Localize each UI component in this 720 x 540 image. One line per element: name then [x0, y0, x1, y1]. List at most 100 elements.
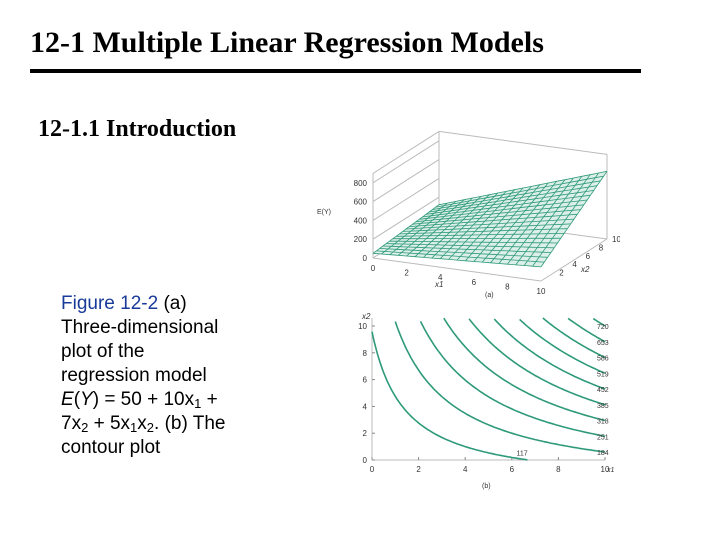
- x1-tick-label: 2: [404, 269, 409, 278]
- contour-line: [519, 318, 606, 375]
- x1-tick-label: 8: [505, 282, 510, 291]
- x-tick-label: 2: [416, 465, 421, 474]
- eq-sub-1: 1: [194, 396, 202, 411]
- surface-mesh-line: [405, 218, 575, 230]
- surface-mesh-line: [473, 184, 541, 262]
- x-tick-label: 6: [510, 465, 515, 474]
- surface-plot: 0 200 400 600 800 E(Y) 0 2 4 6 8 10 x1 2 4 6 8 10 x2 (a): [315, 125, 621, 300]
- contour-level-label: 452: [597, 387, 609, 394]
- eq-part-6: . (b) The: [154, 413, 226, 434]
- contour-line: [567, 317, 606, 343]
- x2-axis-label: x2: [580, 265, 590, 274]
- z-tick-label: 600: [354, 198, 368, 207]
- contour-plot-svg: 0 2 4 6 8 100246810x2x17206535865194523853182…: [358, 312, 615, 490]
- x1-tick-label: 6: [472, 278, 477, 287]
- x1-axis-line: [372, 257, 542, 282]
- contour-plot: 0 2 4 6 8 10 0 2 4 6 8 10 x2 x1 720 653 586 519 452 385 318 2…: [340, 300, 630, 495]
- contour-level-label: 117: [516, 451, 527, 458]
- surface-mesh-line: [422, 194, 591, 218]
- caption-line-3: regression model: [61, 365, 207, 386]
- x-tick-label: 0: [370, 465, 375, 474]
- contour-level-label: 586: [597, 356, 609, 363]
- surface-mesh-line: [523, 174, 591, 266]
- x1-axis-label: x1: [434, 280, 443, 289]
- surface-mesh-line: [540, 171, 608, 268]
- y-tick-label: 4: [363, 402, 368, 411]
- surface-mesh-line: [465, 186, 532, 262]
- contour-line: [592, 317, 606, 327]
- surface-mesh-line: [412, 209, 581, 225]
- slide-title: 12-1 Multiple Linear Regression Models: [30, 26, 544, 59]
- contour-level-label: 184: [597, 450, 609, 457]
- x2-axis-line: [540, 238, 608, 282]
- contour-line: [542, 317, 606, 359]
- x-tick-label: 10: [601, 465, 610, 474]
- z-tick-label: 200: [354, 235, 368, 244]
- z-tick-label: 0: [363, 254, 368, 263]
- x2-tick-label: 2: [559, 269, 564, 278]
- y-tick-label: 8: [363, 349, 368, 358]
- surface-mesh-line: [532, 172, 599, 267]
- surface-mesh-line: [435, 175, 604, 208]
- x-tick-label: 4: [463, 465, 468, 474]
- contour-line: [371, 331, 528, 461]
- eq-part-1: = 50 + 10x: [104, 389, 195, 410]
- surface-mesh-line: [415, 204, 584, 223]
- eq-sub-2: 2: [81, 420, 89, 435]
- surface-mesh-line: [438, 170, 608, 206]
- x1-tick-label: 0: [371, 264, 376, 273]
- surface-mesh-line: [490, 181, 557, 264]
- x2-tick-label: 10: [612, 235, 620, 244]
- y-tick-label: 0: [363, 456, 368, 465]
- caption-line-1: Three-dimensional: [61, 317, 219, 338]
- surface-mesh-line: [419, 199, 588, 220]
- surface-mesh-line: [429, 185, 598, 213]
- eq-part-2: +: [201, 389, 218, 410]
- z-tick-label: 400: [354, 216, 368, 225]
- panel-label-b: (b): [482, 483, 491, 490]
- z-gridline: [372, 140, 440, 184]
- figure-caption: Figure 12-2 (a) Three-dimensional plot o…: [61, 293, 226, 458]
- figure-label: Figure 12-2: [61, 293, 159, 314]
- x2-tick-label: 6: [586, 252, 591, 261]
- eq-part-3: 7x: [61, 413, 82, 434]
- contour-line: [394, 321, 606, 453]
- eq-y: Y: [80, 389, 93, 410]
- top-back-edge: [438, 130, 608, 155]
- surface-mesh-line: [481, 182, 549, 263]
- x-axis-label: x1: [606, 467, 615, 474]
- z-gridline: [372, 177, 440, 221]
- x1-tick-label: 4: [438, 273, 443, 282]
- panel-label-a: (a): [485, 292, 494, 299]
- caption-line-2: plot of the: [61, 341, 145, 362]
- contour-line: [419, 321, 606, 438]
- x2-tick-label: 4: [572, 260, 577, 269]
- contour-line: [493, 318, 606, 390]
- surface-mesh-line: [409, 213, 578, 227]
- eq-e: E: [61, 389, 74, 410]
- x1-tick-label: 10: [537, 287, 546, 296]
- z-axis-label: E(Y): [317, 209, 331, 216]
- caption-part-a: (a): [163, 293, 187, 314]
- y-tick-label: 2: [363, 429, 368, 438]
- eq-sub-3: 1: [130, 420, 138, 435]
- contour-line: [443, 317, 606, 422]
- surface-mesh-line: [515, 176, 583, 266]
- z-gridline: [372, 196, 440, 240]
- y-axis-label: x2: [361, 312, 371, 321]
- surface-mesh-line: [432, 180, 601, 210]
- contour-level-label: 519: [597, 371, 609, 378]
- contour-level-label: 653: [597, 340, 609, 347]
- surface-mesh-line: [498, 179, 566, 264]
- contour-line: [468, 318, 606, 406]
- x2-tick-label: 8: [599, 243, 604, 252]
- z-gridline: [372, 159, 440, 203]
- eq-sub-4: 2: [146, 420, 155, 435]
- contour-level-label: 251: [597, 434, 609, 441]
- surface-mesh-line: [507, 177, 574, 265]
- eq-part-4: + 5x: [88, 413, 131, 434]
- surface-mesh-line: [425, 190, 594, 215]
- contour-level-label: 318: [597, 419, 609, 426]
- contour-level-label: 385: [597, 403, 609, 410]
